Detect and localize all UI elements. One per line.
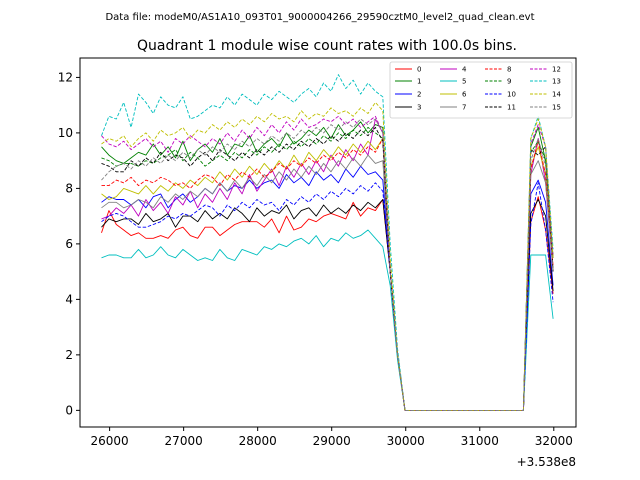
legend-label-0: 0 [417,66,421,74]
series-line-9 [101,126,554,411]
x-axis: 26000 27000 28000 29000 30000 31000 32000 [91,427,573,448]
legend-label-14: 14 [552,91,561,99]
x-offset-label: +3.538e8 [517,455,576,469]
y-tick-label: 0 [65,403,73,417]
legend-label-10: 10 [507,91,516,99]
series-line-4 [101,118,554,411]
legend-label-12: 12 [552,66,561,74]
series-layer [101,74,554,411]
series-line-8 [101,138,554,411]
x-tick-label: 30000 [387,434,425,448]
y-tick-label: 10 [58,126,73,140]
series-line-1 [101,121,554,411]
series-line-7 [101,154,554,411]
x-tick-label: 32000 [535,434,573,448]
series-line-12 [101,115,554,411]
legend-label-5: 5 [462,78,466,86]
plot-frame [79,57,577,428]
legend-box [389,61,573,119]
series-line-15 [101,118,554,411]
x-tick-label: 27000 [165,434,203,448]
series-line-10 [101,182,554,411]
legend-label-8: 8 [507,66,511,74]
x-tick-label: 29000 [313,434,351,448]
series-line-5 [101,229,554,411]
legend-label-4: 4 [462,66,467,74]
legend-label-9: 9 [507,78,511,86]
legend-label-3: 3 [417,104,421,112]
x-tick-label: 31000 [461,434,499,448]
series-line-2 [101,165,554,411]
legend-label-7: 7 [462,104,466,112]
series-line-11 [101,126,554,411]
series-line-6 [101,138,554,411]
y-axis: 0 2 4 6 8 10 12 [58,70,80,417]
series-line-3 [101,199,554,411]
legend-label-2: 2 [417,91,421,99]
suptitle: Data file: modeM0/AS1A10_093T01_90000042… [105,12,534,23]
y-tick-label: 6 [65,237,73,251]
legend-label-11: 11 [507,104,516,112]
legend-label-6: 6 [462,91,467,99]
legend-label-15: 15 [552,104,561,112]
y-tick-label: 12 [58,70,73,84]
y-tick-label: 2 [65,348,73,362]
legend-label-13: 13 [552,78,561,86]
series-line-0 [101,196,554,411]
legend-label-1: 1 [417,78,421,86]
x-tick-label: 26000 [91,434,129,448]
chart-title: Quadrant 1 module wise count rates with … [137,38,517,54]
y-tick-label: 4 [65,292,73,306]
y-tick-label: 8 [65,181,73,195]
x-tick-label: 28000 [239,434,277,448]
